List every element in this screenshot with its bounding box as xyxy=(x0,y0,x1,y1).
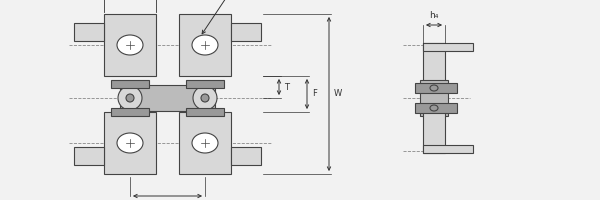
Bar xyxy=(423,43,473,51)
Ellipse shape xyxy=(192,133,218,153)
Bar xyxy=(104,112,156,174)
Bar xyxy=(186,108,224,116)
Ellipse shape xyxy=(193,86,217,110)
Bar xyxy=(111,108,149,116)
Bar xyxy=(231,23,261,41)
Ellipse shape xyxy=(117,35,143,55)
Bar xyxy=(415,83,457,93)
Text: h₄: h₄ xyxy=(430,11,439,20)
Bar xyxy=(120,85,215,111)
Bar xyxy=(104,14,156,76)
Ellipse shape xyxy=(430,85,438,91)
Bar xyxy=(186,80,224,88)
Bar xyxy=(74,147,104,165)
Bar xyxy=(415,103,457,113)
Bar xyxy=(111,80,149,88)
Text: W: W xyxy=(334,90,342,98)
Bar xyxy=(179,14,231,76)
Bar xyxy=(420,80,448,116)
Bar xyxy=(231,147,261,165)
Bar xyxy=(423,145,473,153)
Ellipse shape xyxy=(430,105,438,111)
Ellipse shape xyxy=(126,94,134,102)
Ellipse shape xyxy=(117,133,143,153)
Bar xyxy=(179,112,231,174)
Bar xyxy=(74,23,104,41)
Text: T: T xyxy=(284,82,289,92)
Ellipse shape xyxy=(118,86,142,110)
Bar xyxy=(423,43,445,88)
Text: F: F xyxy=(312,90,317,98)
Ellipse shape xyxy=(201,94,209,102)
Ellipse shape xyxy=(192,35,218,55)
Bar xyxy=(423,108,445,153)
